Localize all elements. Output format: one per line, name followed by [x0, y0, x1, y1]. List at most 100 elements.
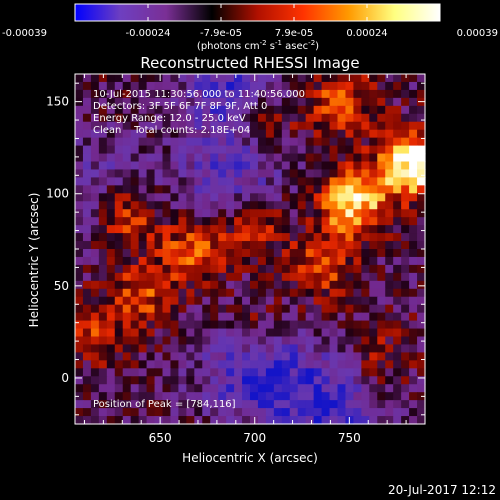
heatmap-cell — [257, 137, 267, 147]
heatmap-cell — [234, 312, 243, 322]
heatmap-cell — [313, 105, 323, 115]
heatmap-cell — [170, 328, 179, 338]
heatmap-cell — [75, 328, 84, 338]
heatmap-cell — [385, 201, 394, 210]
heatmap-cell — [265, 392, 275, 401]
heatmap-cell — [130, 392, 140, 401]
heatmap-cell — [122, 344, 132, 353]
heatmap-cell — [265, 74, 275, 83]
heatmap-cell — [313, 145, 323, 155]
heatmap-cell — [417, 384, 426, 393]
heatmap-cell — [297, 249, 307, 258]
heatmap-cell — [393, 328, 402, 338]
heatmap-cell — [98, 280, 108, 290]
heatmap-cell — [377, 161, 386, 171]
heatmap-cell — [162, 241, 172, 250]
heatmap-cell — [329, 328, 339, 338]
heatmap-cell — [146, 312, 156, 322]
heatmap-cell — [170, 153, 179, 163]
heatmap-cell — [202, 121, 211, 131]
heatmap-cell — [353, 408, 362, 417]
heatmap-cell — [289, 97, 299, 107]
heatmap-cell — [210, 233, 219, 242]
heatmap-cell — [265, 113, 275, 123]
heatmap-cell — [178, 288, 187, 298]
heatmap-cell — [305, 81, 315, 91]
heatmap-cell — [257, 352, 267, 361]
heatmap-cell — [178, 392, 187, 401]
heatmap-cell — [138, 74, 148, 83]
heatmap-cell — [210, 400, 219, 409]
heatmap-cell — [345, 400, 354, 409]
heatmap-cell — [273, 89, 283, 99]
heatmap-cell — [154, 360, 164, 369]
heatmap-cell — [98, 193, 108, 202]
heatmap-cell — [154, 272, 164, 282]
heatmap-cell — [82, 304, 92, 314]
heatmap-cell — [257, 336, 267, 346]
heatmap-cell — [289, 296, 299, 306]
heatmap-cell — [305, 145, 315, 155]
heatmap-cell — [82, 320, 92, 330]
heatmap-cell — [385, 408, 394, 417]
heatmap-cell — [130, 129, 140, 139]
heatmap-cell — [281, 376, 291, 385]
heatmap-cell — [417, 201, 426, 210]
heatmap-cell — [146, 328, 156, 338]
heatmap-cell — [273, 392, 283, 401]
heatmap-cell — [265, 145, 275, 155]
heatmap-cell — [130, 225, 140, 234]
heatmap-cell — [138, 368, 148, 377]
heatmap-cell — [82, 177, 92, 186]
heatmap-cell — [90, 153, 100, 163]
heatmap-cell — [337, 384, 347, 393]
heatmap-cell — [106, 97, 116, 107]
heatmap-cell — [75, 296, 84, 306]
heatmap-cell — [250, 169, 259, 178]
heatmap-cell — [377, 360, 386, 369]
heatmap-cell — [361, 113, 370, 123]
heatmap-cell — [257, 185, 267, 194]
heatmap-cell — [345, 304, 354, 314]
heatmap-cell — [273, 233, 283, 242]
heatmap-cell — [377, 225, 386, 234]
heatmap-cell — [353, 74, 362, 83]
heatmap-cell — [305, 249, 315, 258]
heatmap-cell — [385, 304, 394, 314]
heatmap-cell — [401, 137, 410, 147]
heatmap-cell — [337, 225, 347, 234]
heatmap-cell — [361, 81, 370, 91]
heatmap-cell — [202, 304, 211, 314]
heatmap-cell — [75, 344, 84, 353]
heatmap-cell — [75, 169, 84, 178]
heatmap-cell — [218, 169, 227, 178]
heatmap-cell — [234, 121, 243, 131]
heatmap-cell — [409, 153, 418, 163]
heatmap-cell — [329, 344, 339, 353]
heatmap-cell — [178, 161, 187, 171]
heatmap-cell — [257, 320, 267, 330]
heatmap-cell — [82, 201, 92, 210]
heatmap-cell — [297, 217, 307, 226]
heatmap-cell — [250, 296, 259, 306]
heatmap-cell — [273, 161, 283, 171]
heatmap-cell — [226, 272, 235, 282]
heatmap-cell — [401, 74, 410, 83]
heatmap-cell — [146, 272, 156, 282]
heatmap-cell — [138, 400, 148, 409]
heatmap-cell — [146, 304, 156, 314]
heatmap-cell — [409, 256, 418, 266]
heatmap-cell — [297, 74, 307, 83]
heatmap-cell — [329, 264, 339, 274]
heatmap-cell — [369, 328, 378, 338]
heatmap-cell — [361, 392, 370, 401]
heatmap-cell — [170, 304, 179, 314]
heatmap-cell — [417, 209, 426, 218]
heatmap-cell — [385, 89, 394, 99]
heatmap-cell — [297, 384, 307, 393]
heatmap-cell — [369, 185, 378, 194]
heatmap-cell — [409, 320, 418, 330]
heatmap-cell — [250, 272, 259, 282]
heatmap-cell — [130, 145, 140, 155]
